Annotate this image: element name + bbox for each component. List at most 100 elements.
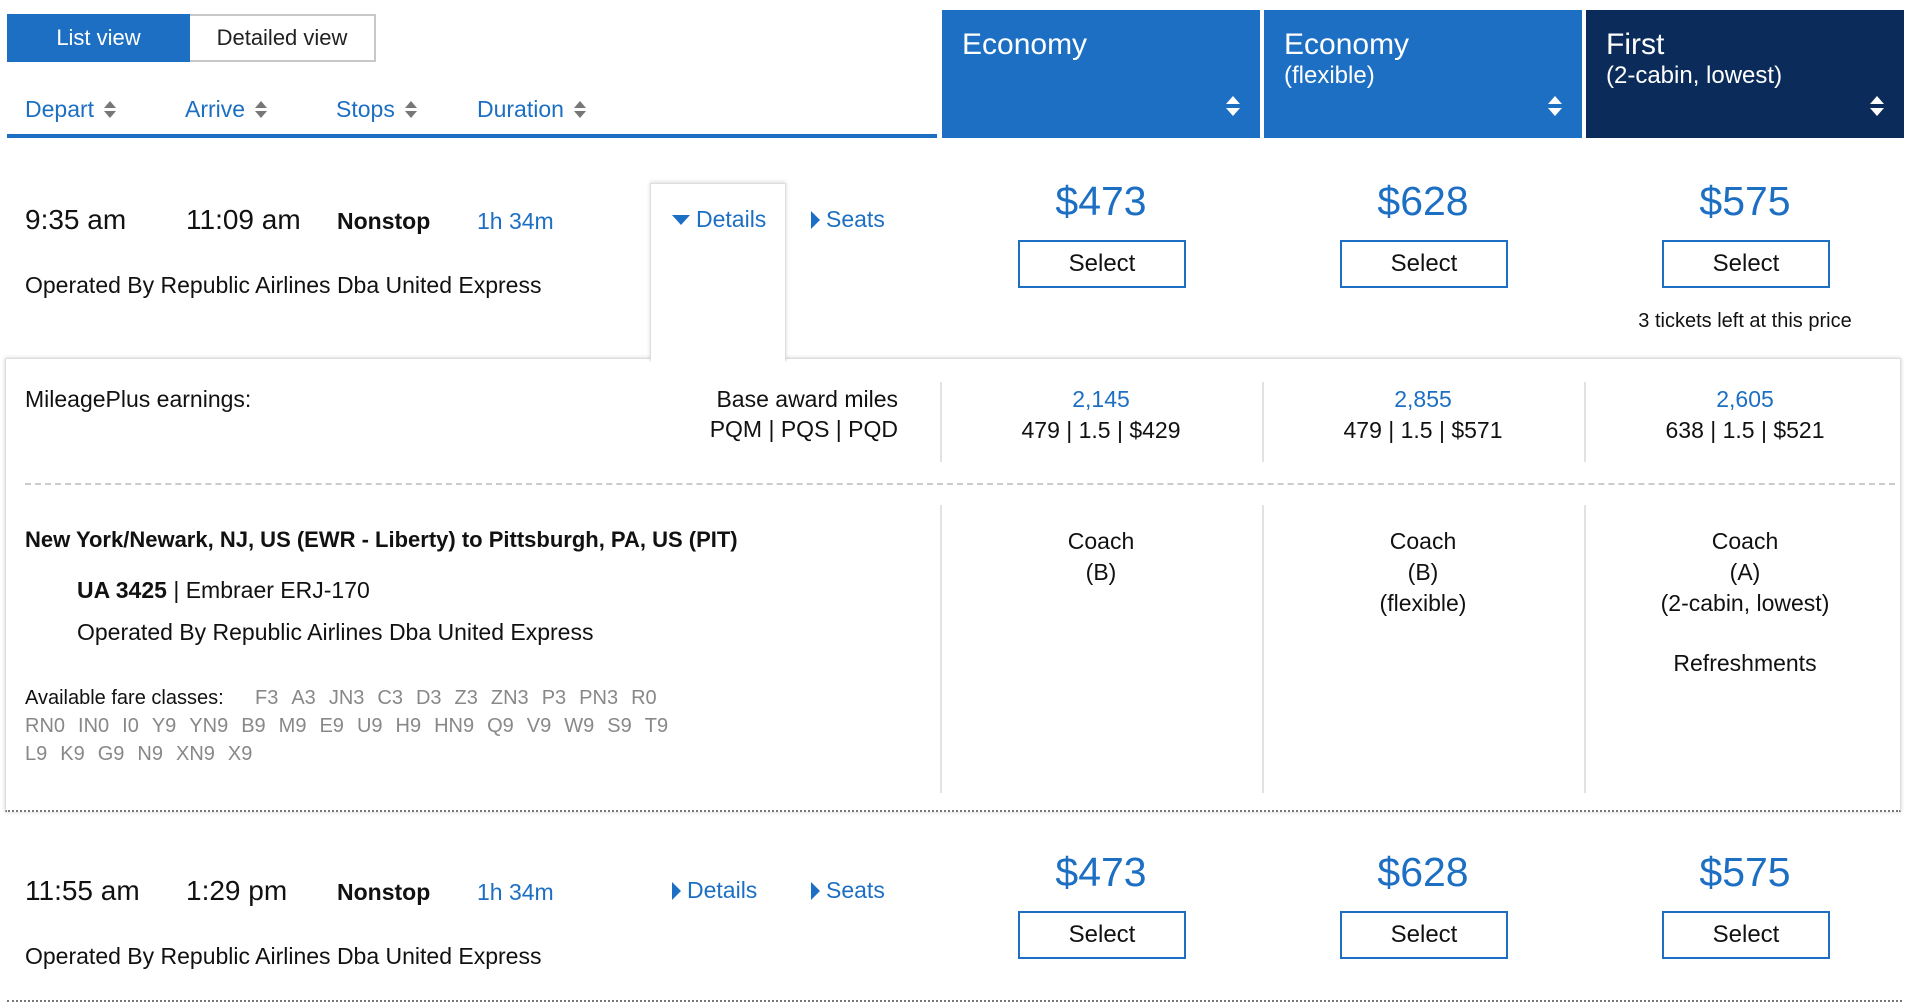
booking-code: (A) bbox=[1729, 559, 1761, 585]
fare-classes-line2: RN0 IN0 I0 Y9 YN9 B9 M9 E9 U9 H9 HN9 Q9 V9 W9 S9 T9 bbox=[25, 712, 681, 740]
award-miles: 2,605 bbox=[1716, 386, 1774, 412]
mileage-label: MileagePlus earnings: bbox=[25, 386, 252, 412]
fare-class-code: M9 bbox=[278, 715, 307, 737]
sort-duration-label: Duration bbox=[477, 96, 564, 122]
select-button-first[interactable]: Select bbox=[1662, 911, 1830, 959]
fare-class-code: Z3 bbox=[454, 687, 478, 709]
seats-link[interactable]: Seats bbox=[811, 206, 885, 233]
cabin-header-economy-flexible[interactable]: Economy (flexible) bbox=[1264, 10, 1582, 138]
fare-class-code: Q9 bbox=[487, 715, 514, 737]
fare-class-code: E9 bbox=[319, 715, 344, 737]
fare-classes-line1: F3 A3 JN3 C3 D3 Z3 ZN3 P3 PN3 R0 bbox=[255, 684, 670, 712]
cabin-info-first: Coach (A) (2-cabin, lowest) Refreshments bbox=[1586, 526, 1904, 679]
stops: Nonstop bbox=[337, 208, 431, 234]
sort-stops[interactable]: Stops bbox=[336, 96, 417, 123]
sort-icon bbox=[255, 101, 268, 118]
fare-class-code: D3 bbox=[415, 687, 442, 709]
sort-icon bbox=[404, 101, 417, 118]
list-view-button[interactable]: List view bbox=[7, 14, 190, 62]
fare-class-code: U9 bbox=[356, 715, 383, 737]
tickets-left-note: 3 tickets left at this price bbox=[1638, 310, 1852, 332]
select-button-first[interactable]: Select bbox=[1662, 240, 1830, 288]
select-button-economy-flexible[interactable]: Select bbox=[1340, 240, 1508, 288]
fare-class-code: PN3 bbox=[579, 687, 619, 709]
fare-class-code: P3 bbox=[541, 687, 567, 709]
cabin-info-economy-flexible: Coach (B) (flexible) bbox=[1264, 526, 1582, 619]
fare-class-code: H9 bbox=[395, 715, 422, 737]
meal-service: Refreshments bbox=[1673, 650, 1817, 676]
pq-values: 479 | 1.5 | $429 bbox=[1021, 417, 1181, 443]
earnings-economy-flexible: 2,855 479 | 1.5 | $571 bbox=[1264, 384, 1582, 446]
cabin-class: Coach bbox=[1389, 528, 1457, 554]
fare-classes-label: Available fare classes: bbox=[25, 687, 224, 709]
price-first: $575 bbox=[1699, 178, 1791, 224]
fare-class-code: I0 bbox=[122, 715, 139, 737]
cabin-sub: (flexible) bbox=[1284, 62, 1375, 89]
price-economy-flexible: $628 bbox=[1377, 849, 1469, 895]
fare-class-code: N9 bbox=[137, 743, 163, 765]
fare-type: (2-cabin, lowest) bbox=[1660, 590, 1830, 616]
cabin-class: Coach bbox=[1067, 528, 1135, 554]
award-miles: 2,145 bbox=[1072, 386, 1130, 412]
cabin-sub: (2-cabin, lowest) bbox=[1606, 62, 1783, 89]
cabin-name: First bbox=[1606, 28, 1665, 61]
detailed-view-button[interactable]: Detailed view bbox=[190, 14, 376, 62]
cabin-header-first[interactable]: First (2-cabin, lowest) bbox=[1586, 10, 1904, 138]
divider bbox=[25, 483, 1895, 485]
fare-class-code: JN3 bbox=[328, 687, 365, 709]
select-button-economy-flexible[interactable]: Select bbox=[1340, 911, 1508, 959]
details-label: Details bbox=[687, 877, 758, 903]
seats-link[interactable]: Seats bbox=[811, 877, 885, 904]
sort-arrive[interactable]: Arrive bbox=[185, 96, 268, 123]
operated-by: Operated By Republic Airlines Dba United… bbox=[25, 943, 542, 969]
stops: Nonstop bbox=[337, 879, 431, 905]
price-economy-flexible: $628 bbox=[1377, 178, 1469, 224]
pq-values: 479 | 1.5 | $571 bbox=[1343, 417, 1503, 443]
pq-values: 638 | 1.5 | $521 bbox=[1665, 417, 1825, 443]
arrive-time: 1:29 pm bbox=[186, 875, 288, 906]
fare-class-code: T9 bbox=[644, 715, 669, 737]
sort-bar: Depart Arrive Stops Duration bbox=[7, 90, 937, 138]
fare-class-code: Y9 bbox=[151, 715, 177, 737]
seats-label: Seats bbox=[826, 206, 885, 232]
cabin-header-economy[interactable]: Economy bbox=[942, 10, 1260, 138]
sort-duration[interactable]: Duration bbox=[477, 96, 586, 123]
price-economy: $473 bbox=[1055, 178, 1147, 224]
select-button-economy[interactable]: Select bbox=[1018, 911, 1186, 959]
base-award-label: Base award miles bbox=[716, 386, 898, 412]
cabin-name: Economy bbox=[1284, 28, 1410, 61]
sort-arrive-label: Arrive bbox=[185, 96, 246, 122]
fare-class-code: S9 bbox=[607, 715, 632, 737]
fare-type: (flexible) bbox=[1379, 590, 1467, 616]
sort-icon bbox=[1226, 96, 1240, 116]
route-title: New York/Newark, NJ, US (EWR - Liberty) … bbox=[25, 527, 738, 552]
fare-class-code: L9 bbox=[25, 743, 48, 765]
sort-depart[interactable]: Depart bbox=[25, 96, 117, 123]
sort-stops-label: Stops bbox=[336, 96, 395, 122]
arrive-time: 11:09 am bbox=[186, 204, 301, 235]
fare-class-code: C3 bbox=[377, 687, 403, 709]
seats-label: Seats bbox=[826, 877, 885, 903]
sort-icon bbox=[104, 101, 117, 118]
price-first: $575 bbox=[1699, 849, 1791, 895]
fare-class-code: YN9 bbox=[189, 715, 229, 737]
pqm-label: PQM | PQS | PQD bbox=[709, 416, 898, 442]
caret-right-icon bbox=[811, 881, 820, 900]
fare-class-code: K9 bbox=[60, 743, 85, 765]
price-economy: $473 bbox=[1055, 849, 1147, 895]
sort-depart-label: Depart bbox=[25, 96, 95, 122]
cabin-info-economy: Coach (B) bbox=[942, 526, 1260, 588]
fare-class-code: X9 bbox=[227, 743, 253, 765]
segment-operated-by: Operated By Republic Airlines Dba United… bbox=[77, 619, 594, 645]
booking-code: (B) bbox=[1085, 559, 1117, 585]
select-button-economy[interactable]: Select bbox=[1018, 240, 1186, 288]
fare-class-code: RN0 bbox=[25, 715, 66, 737]
fare-class-code: B9 bbox=[241, 715, 266, 737]
duration: 1h 34m bbox=[477, 208, 554, 234]
details-link[interactable]: Details bbox=[672, 877, 757, 904]
depart-time: 9:35 am bbox=[25, 204, 127, 235]
duration: 1h 34m bbox=[477, 879, 554, 905]
details-link[interactable]: Details bbox=[672, 206, 766, 233]
earnings-first: 2,605 638 | 1.5 | $521 bbox=[1586, 384, 1904, 446]
